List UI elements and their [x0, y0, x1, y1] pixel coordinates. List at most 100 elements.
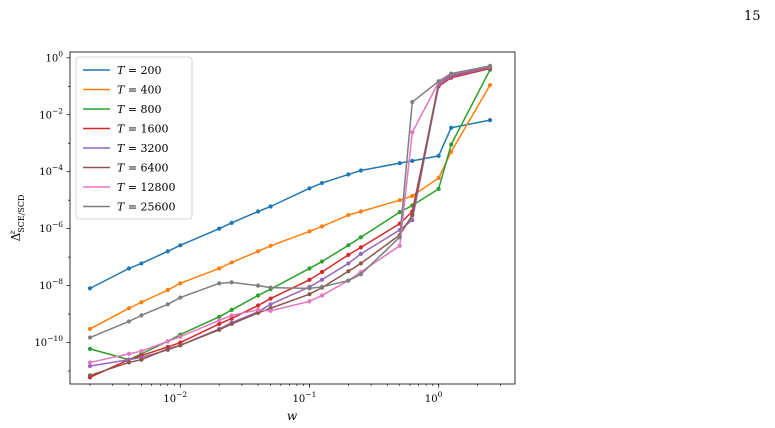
data-point: [410, 99, 415, 105]
data-point: [319, 284, 325, 289]
data-point: [397, 210, 402, 215]
y-axis-label-sub: SCE/SCD: [17, 195, 26, 233]
data-point: [307, 266, 312, 271]
data-point: [487, 83, 493, 88]
data-point: [255, 310, 261, 315]
data-point: [178, 343, 183, 348]
legend-label: T = 400: [117, 84, 162, 97]
data-point: [397, 198, 402, 203]
x-tick-label: 10−1: [293, 390, 317, 405]
y-axis-label: ΔSCE/SCDz: [8, 195, 26, 242]
y-axis: 10−10 10−8 10−6 10−4 10−2 100: [34, 49, 70, 372]
data-point: [268, 302, 273, 307]
data-point: [229, 321, 234, 327]
x-tick-label: 100: [425, 390, 443, 405]
legend-entry: T = 1600: [83, 123, 169, 136]
data-point: [139, 300, 144, 305]
data-point: [307, 299, 312, 304]
data-point: [87, 360, 93, 365]
legend-entry: T = 200: [83, 64, 162, 77]
data-point: [449, 125, 454, 130]
data-point: [255, 307, 261, 313]
data-point: [268, 308, 273, 313]
data-point: [487, 117, 493, 123]
series-0: [87, 117, 493, 291]
data-point: [229, 316, 234, 321]
data-point: [165, 302, 170, 307]
data-point: [165, 339, 170, 344]
legend-label: T = 6400: [117, 162, 169, 175]
data-point: [217, 327, 222, 332]
data-point: [410, 193, 415, 199]
data-point: [346, 172, 351, 177]
x-axis-label: w: [287, 409, 298, 423]
series-line: [89, 66, 491, 377]
page-number: 15: [744, 9, 761, 24]
data-point: [268, 243, 273, 248]
data-point: [397, 243, 402, 248]
data-point: [319, 293, 325, 298]
data-point: [87, 363, 93, 369]
data-point: [319, 224, 325, 229]
data-point: [346, 278, 351, 283]
legend: T = 200 T = 400 T = 800 T = 1600 T = 3200 T =…: [75, 56, 193, 220]
legend-label: T = 1600: [117, 123, 169, 136]
y-tick-label: 10−10: [34, 334, 63, 349]
data-point: [307, 229, 312, 234]
series-line: [89, 119, 491, 290]
data-point: [358, 272, 363, 277]
data-point: [178, 334, 183, 339]
data-point: [268, 296, 273, 301]
data-point: [307, 286, 312, 291]
data-point: [436, 175, 441, 181]
data-point: [358, 209, 363, 214]
data-point: [436, 153, 441, 158]
legend-label: T = 25600: [117, 201, 176, 214]
legend-entry: T = 25600: [83, 201, 176, 214]
data-point: [410, 217, 415, 223]
series-line: [89, 65, 491, 364]
data-point: [307, 277, 312, 282]
data-point: [139, 313, 144, 318]
legend-label: T = 800: [117, 103, 162, 116]
y-tick-label: 10−4: [39, 163, 63, 178]
data-point: [319, 259, 325, 264]
y-axis-label-main: Δ: [9, 232, 23, 241]
data-point: [217, 226, 222, 231]
data-point: [87, 326, 93, 332]
data-point: [229, 280, 234, 285]
data-point: [449, 142, 454, 147]
data-point: [178, 295, 183, 300]
data-point: [346, 252, 351, 257]
data-point: [358, 251, 363, 256]
data-point: [410, 158, 415, 163]
data-point: [165, 287, 170, 293]
series-7: [87, 63, 493, 340]
data-point: [165, 346, 170, 351]
data-point: [358, 261, 363, 266]
data-point: [126, 360, 131, 365]
data-point: [346, 212, 351, 218]
data-point: [358, 245, 363, 250]
legend-entry: T = 12800: [83, 181, 176, 194]
data-point: [255, 303, 261, 308]
data-point: [436, 79, 441, 84]
data-point: [410, 130, 415, 135]
data-point: [255, 293, 261, 298]
data-point: [255, 249, 261, 254]
data-point: [307, 186, 312, 191]
data-point: [358, 235, 363, 240]
data-point: [487, 63, 493, 68]
plot-lines: [87, 63, 493, 380]
data-point: [126, 319, 131, 324]
data-point: [358, 168, 363, 173]
data-point: [139, 261, 144, 266]
data-point: [229, 313, 234, 318]
data-point: [436, 186, 441, 191]
legend-label: T = 3200: [117, 142, 169, 155]
legend-label: T = 200: [117, 64, 162, 77]
data-point: [139, 349, 144, 354]
data-point: [319, 269, 325, 275]
data-point: [217, 281, 222, 286]
data-point: [319, 277, 325, 282]
